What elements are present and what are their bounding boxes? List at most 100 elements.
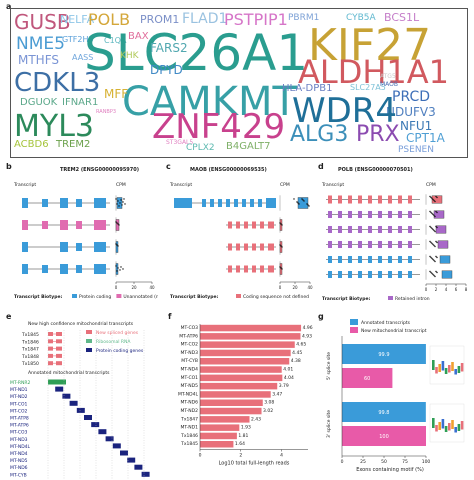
motif-logo-letter (432, 360, 435, 370)
word-cloud-word: TREM2 (56, 139, 91, 150)
new-transcript-label: Tx1850 (21, 361, 39, 367)
legend-label: New spliced genes (96, 330, 139, 336)
bar-category-label: Tx1845 (180, 441, 198, 447)
word-cloud-word: NME5 (16, 34, 65, 54)
cpm-point (123, 198, 125, 200)
annotated-transcript-label: MT-RNR2 (10, 380, 30, 386)
panel-label-e: e (6, 312, 12, 321)
exon-block (388, 226, 392, 233)
new-exon-block (56, 346, 62, 351)
legend-swatch (236, 294, 241, 298)
exon-block (398, 241, 402, 248)
exon-block (408, 271, 412, 278)
cpm-point (429, 240, 431, 243)
word-cloud-word: PRCD (392, 89, 431, 105)
word-cloud-word: IFNAR1 (62, 97, 99, 108)
exon-block (338, 256, 342, 263)
legend-label: Protein coding genes (96, 348, 144, 354)
bar (200, 424, 240, 431)
bar-value-label: 99.9 (378, 352, 389, 358)
bar (342, 426, 426, 446)
bar-value-label: 60 (364, 376, 370, 382)
annotated-transcript-label: MT-ATP8 (10, 416, 29, 422)
exon-block (408, 226, 412, 233)
cpm-point (118, 205, 120, 207)
cpm-point (431, 197, 433, 200)
cpm-point (297, 202, 299, 204)
exon-block (358, 211, 362, 218)
x-axis-title: Log10 total full-length reads (219, 461, 290, 467)
exon-block (22, 198, 28, 208)
panel-b-transcripts: Transcript CPM 0 20 40 Transcript Biotype: Pro… (13, 182, 158, 300)
x-tick-label: 75 (402, 459, 408, 465)
exon-block (338, 271, 342, 278)
motif-logo-letter (451, 420, 454, 429)
cpm-point (279, 222, 281, 224)
cpm-point (429, 195, 431, 198)
bar-category-label: MT-CO1 (181, 375, 199, 381)
legend-title: Transcript Biotype: (322, 296, 371, 302)
cpm-point (434, 215, 436, 218)
word-cloud-word: POLB (88, 10, 131, 29)
cpm-point (116, 222, 118, 224)
exon-block (408, 256, 412, 263)
cpm-box (435, 225, 447, 234)
bar-value-label: 4.04 (284, 375, 294, 381)
bar (342, 344, 426, 364)
cpm-point (430, 226, 432, 229)
annotated-gene-block (69, 400, 78, 406)
cpm-box (115, 263, 119, 275)
exon-block (348, 211, 352, 218)
motif-logo-letter (441, 419, 445, 429)
annotated-transcript-label: MT-CO3 (10, 430, 28, 436)
exon-block (268, 243, 274, 251)
cpm-point (436, 211, 438, 214)
annotated-transcript-label: MT-ND5 (10, 458, 28, 464)
cpm-point (117, 245, 119, 247)
x-tick-label: 0 (199, 453, 202, 459)
annotated-transcript-label: MT-CO2 (10, 408, 28, 414)
cpm-point (116, 270, 118, 272)
cpm-point (432, 243, 434, 246)
cpm-point (280, 223, 282, 225)
cpm-point (121, 204, 123, 206)
legend-swatch (116, 294, 122, 298)
word-cloud-word: PBRM1 (288, 13, 320, 23)
new-exon-block (48, 332, 53, 336)
bar (200, 407, 262, 415)
cpm-point (296, 201, 298, 203)
bar-category-label: MT-ND4L (178, 391, 199, 397)
bar (200, 333, 301, 340)
motif-logo-letter (448, 423, 451, 431)
exon-block (328, 211, 332, 218)
exon-block (174, 198, 192, 208)
exon-block (250, 199, 254, 207)
cpm-point (433, 274, 435, 277)
motif-logo-letter (432, 418, 435, 428)
legend-label: Coding sequence not defined (243, 294, 309, 300)
panel-label-b: b (6, 162, 12, 171)
cpm-point (435, 255, 437, 258)
exon-block (266, 198, 276, 208)
word-cloud-word: CAMKMT (122, 79, 297, 125)
annotated-transcript-label: MT-CO1 (10, 401, 28, 407)
cpm-point (281, 246, 283, 248)
exon-block (388, 195, 392, 204)
cpm-box (431, 195, 443, 204)
transcript-axis-title: Transcript (321, 182, 344, 188)
cpm-box (297, 197, 309, 209)
cpm-point (120, 199, 122, 201)
motif-logo-frame (429, 403, 465, 443)
new-transcript-label: Tx1847 (21, 347, 39, 353)
bar (200, 358, 290, 365)
bar (200, 341, 295, 348)
cpm-point (308, 205, 310, 207)
exon-block (42, 199, 48, 207)
word-cloud-word: ATG5 (380, 73, 396, 80)
annotated-transcript-label: MT-ND4L (10, 444, 31, 450)
exon-block (358, 271, 362, 278)
annotated-gene-block (141, 471, 150, 477)
cpm-point (430, 271, 432, 274)
legend-label: Unannotated (new) (123, 294, 158, 300)
cpm-point (293, 198, 295, 200)
